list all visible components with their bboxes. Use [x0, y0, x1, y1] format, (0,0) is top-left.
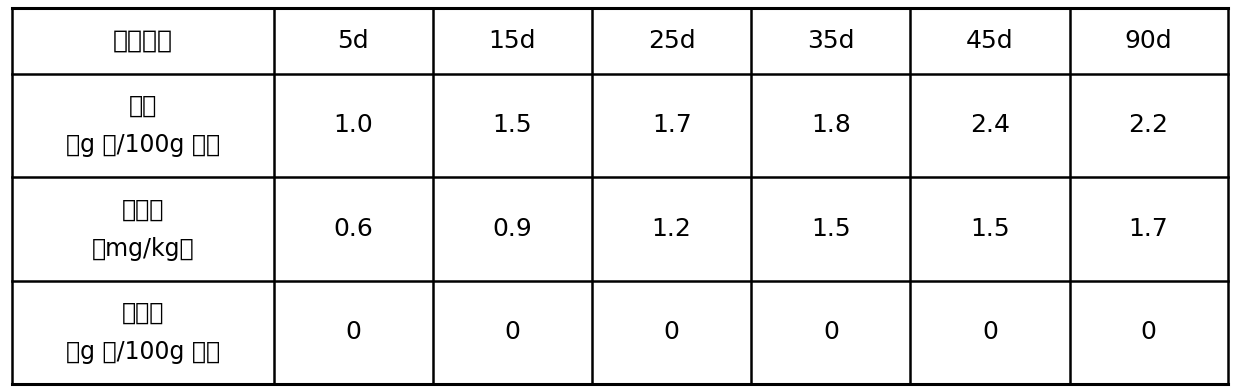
Text: 双烯値
（g 碘/100g 油）: 双烯値 （g 碘/100g 油）	[66, 301, 219, 364]
Text: 1.2: 1.2	[652, 217, 692, 241]
Text: 0: 0	[823, 320, 838, 345]
Text: 1.5: 1.5	[811, 217, 851, 241]
Text: 25d: 25d	[647, 29, 696, 53]
Text: 5d: 5d	[337, 29, 370, 53]
Text: 0.9: 0.9	[492, 217, 532, 241]
Text: 1.5: 1.5	[970, 217, 1009, 241]
Text: 1.7: 1.7	[652, 113, 692, 138]
Text: 0: 0	[663, 320, 680, 345]
Text: 0: 0	[1141, 320, 1157, 345]
Text: 0: 0	[345, 320, 361, 345]
Text: 分析项目: 分析项目	[113, 29, 174, 53]
Text: 1.0: 1.0	[334, 113, 373, 138]
Text: 0: 0	[982, 320, 998, 345]
Text: 45d: 45d	[966, 29, 1014, 53]
Text: 1.5: 1.5	[492, 113, 532, 138]
Text: 2.4: 2.4	[970, 113, 1011, 138]
Text: 2.2: 2.2	[1128, 113, 1168, 138]
Text: 90d: 90d	[1125, 29, 1173, 53]
Text: 硫含量
（mg/kg）: 硫含量 （mg/kg）	[92, 197, 195, 261]
Text: 1.7: 1.7	[1128, 217, 1168, 241]
Text: 1.8: 1.8	[811, 113, 851, 138]
Text: 15d: 15d	[489, 29, 536, 53]
Text: 0.6: 0.6	[334, 217, 373, 241]
Text: 35d: 35d	[807, 29, 854, 53]
Text: 0: 0	[505, 320, 521, 345]
Text: 渴价
（g 渴/100g 油）: 渴价 （g 渴/100g 油）	[66, 94, 219, 157]
